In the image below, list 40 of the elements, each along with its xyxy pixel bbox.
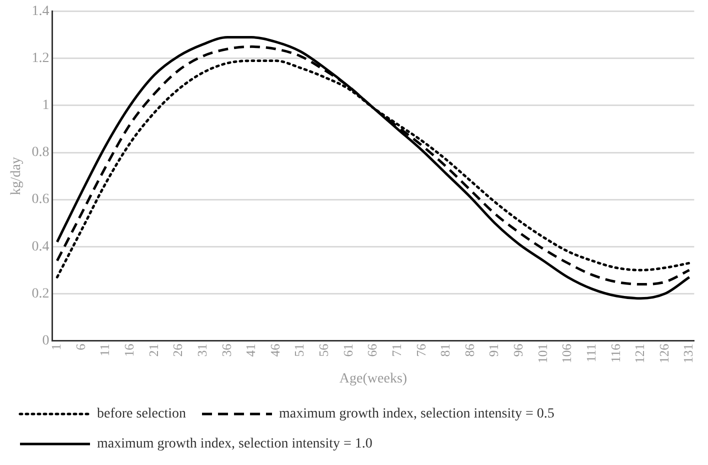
y-tick-label: 0.4 (32, 239, 50, 254)
y-tick-label: 0.2 (32, 286, 50, 302)
x-tick-label: 11 (97, 344, 112, 356)
x-tick-label: 81 (438, 344, 453, 357)
x-tick-label: 86 (462, 343, 477, 357)
legend-label: maximum growth index, selection intensity = 1.0 (97, 436, 372, 452)
x-tick-label: 46 (267, 343, 282, 357)
y-tick-label: 0 (42, 333, 50, 348)
y-tick-label: 1.2 (32, 51, 50, 66)
x-tick-label: 26 (170, 343, 186, 357)
x-tick-label: 91 (486, 344, 502, 357)
x-tick-label: 106 (559, 343, 574, 364)
x-tick-label: 41 (243, 344, 258, 357)
legend-label: before selection (97, 406, 186, 422)
y-tick-label: 1.4 (32, 4, 50, 20)
x-tick-label: 71 (388, 344, 404, 357)
x-tick-label: 6 (72, 343, 88, 350)
x-tick-label: 1 (48, 344, 64, 350)
x-tick-label: 66 (364, 343, 380, 357)
x-tick-label: 36 (218, 343, 234, 357)
x-tick-label: 131 (680, 344, 696, 364)
legend-label: maximum growth index, selection intensity = 0.5 (279, 406, 554, 422)
x-tick-label: 31 (194, 344, 210, 357)
x-tick-label: 101 (534, 344, 550, 364)
x-tick-label: 126 (656, 343, 672, 364)
y-tick-label: 1 (42, 98, 50, 114)
x-axis-title: Age(weeks) (339, 371, 408, 386)
x-tick-label: 16 (122, 343, 137, 357)
x-tick-label: 96 (510, 343, 526, 357)
x-tick-label: 51 (292, 344, 307, 357)
y-axis-title: kg/day (9, 156, 24, 196)
y-tick-label: 0.6 (32, 192, 50, 208)
x-tick-label: 61 (340, 344, 356, 357)
x-tick-label: 116 (608, 343, 623, 363)
x-tick-label: 21 (146, 344, 161, 357)
y-tick-label: 0.8 (32, 145, 50, 160)
x-tick-label: 76 (413, 343, 428, 357)
x-tick-label: 111 (583, 344, 598, 362)
x-tick-label: 121 (632, 344, 648, 364)
x-tick-label: 56 (316, 343, 332, 357)
